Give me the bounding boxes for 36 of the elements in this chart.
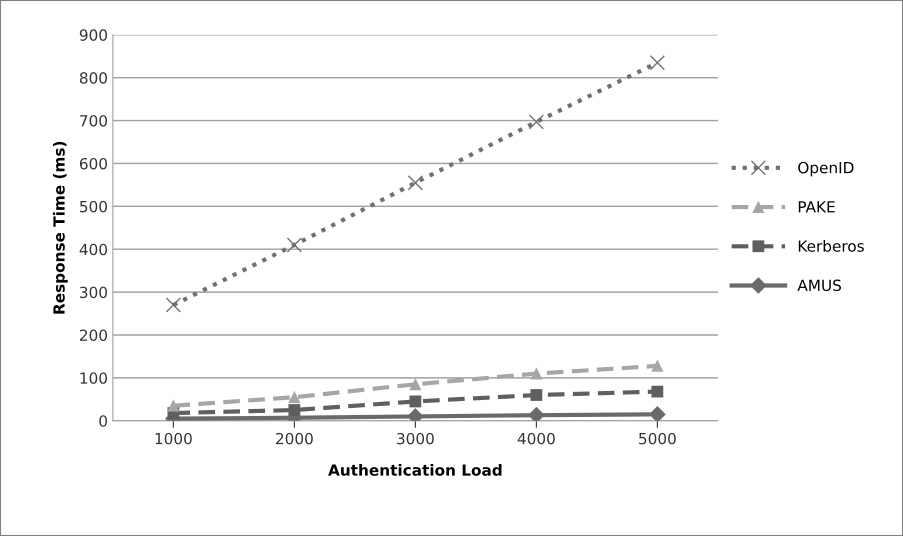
legend-label: Kerberos	[798, 240, 864, 252]
y-tick-label: 200	[80, 329, 107, 342]
point	[530, 389, 542, 401]
y-tick-label: 700	[80, 115, 107, 127]
y-tick-label: 100	[80, 372, 107, 384]
y-tick-label: 300	[80, 286, 107, 298]
y-tick-label: 500	[80, 200, 107, 212]
legend-label: OpenID	[798, 162, 854, 176]
point	[409, 378, 422, 390]
point	[649, 406, 666, 421]
point	[650, 55, 666, 70]
x-tick-label: 1000	[156, 432, 192, 444]
point	[288, 404, 300, 416]
y-tick-label: 600	[80, 158, 107, 170]
x-tick-label: 4000	[518, 432, 555, 444]
y-tick-label: 900	[80, 29, 107, 41]
y-tick-label: 400	[80, 244, 107, 256]
point	[408, 175, 424, 190]
point	[286, 237, 302, 253]
point	[288, 391, 300, 404]
y-tick-label: 800	[80, 72, 107, 84]
point	[166, 297, 182, 313]
x-tick-label: 2000	[276, 432, 313, 444]
x-tick-label: 5000	[639, 432, 676, 444]
x-axis-title: Authentication Load	[328, 464, 502, 476]
legend-label: PAKE	[798, 201, 835, 212]
point	[167, 400, 180, 412]
point	[651, 386, 664, 398]
point	[528, 114, 544, 130]
y-axis-title: Response Time (ms)	[52, 142, 68, 314]
point	[651, 360, 664, 372]
point	[530, 368, 542, 380]
y-tick-label: 0	[99, 415, 107, 427]
legend-label: AMUS	[797, 280, 841, 292]
point	[409, 396, 422, 408]
x-tick-label: 3000	[397, 432, 434, 444]
